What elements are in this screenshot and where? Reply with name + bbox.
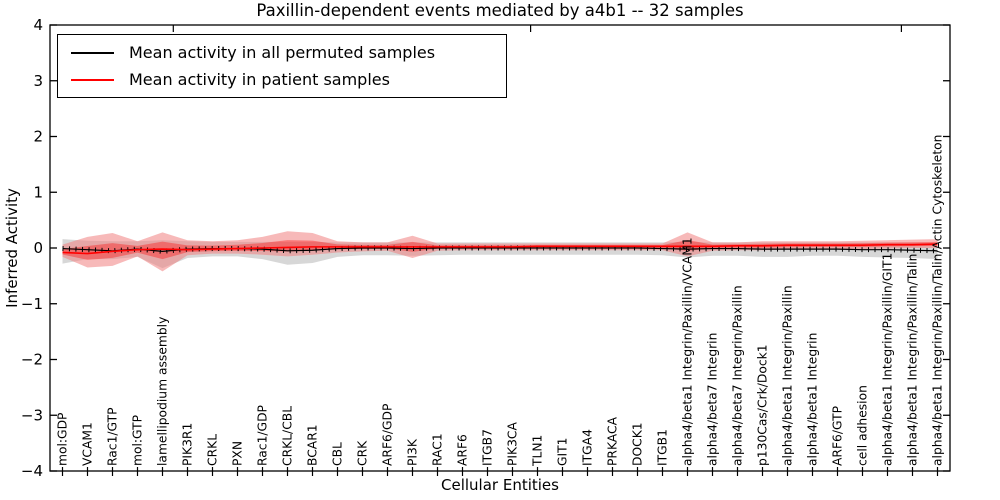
- patient-band-inner: [62, 240, 938, 260]
- x-tick-label: CRK: [356, 440, 370, 466]
- red-line-swatch: [71, 78, 114, 81]
- x-tick-label: TLN1: [531, 435, 545, 467]
- x-tick-label: alpha4/beta1 Integrin/Paxillin/VCAM1: [681, 237, 695, 466]
- x-tick-label: ITGB7: [481, 429, 495, 466]
- x-tick-label: PIK3CA: [506, 421, 520, 466]
- x-tick-label: alpha4/beta7 Integrin/Paxillin: [731, 285, 745, 466]
- legend-label-patient: Mean activity in patient samples: [129, 70, 390, 89]
- x-tick-label: PIK3R1: [181, 423, 195, 466]
- x-tick-label: p130Cas/Crk/Dock1: [756, 344, 770, 466]
- x-tick-label: VCAM1: [81, 422, 95, 466]
- y-tick-label: 2: [33, 128, 43, 146]
- legend-item-permuted: Mean activity in all permuted samples: [58, 39, 506, 66]
- y-tick-label: −3: [21, 406, 43, 424]
- x-tick-label: alpha4/beta1 Integrin/Paxillin: [781, 285, 795, 466]
- x-tick-label: lamellipodium assembly: [156, 317, 170, 466]
- y-axis-label: Inferred Activity: [3, 188, 21, 308]
- y-tick-label: 0: [33, 239, 43, 257]
- y-tick-label: −4: [21, 462, 43, 480]
- legend-label-permuted: Mean activity in all permuted samples: [129, 43, 436, 62]
- x-axis-label: Cellular Entities: [441, 476, 559, 494]
- x-tick-label: mol:GDP: [56, 413, 70, 466]
- y-tick-label: 1: [33, 183, 43, 201]
- x-tick-label: alpha4/beta1 Integrin/Paxillin/Talin: [906, 254, 920, 466]
- legend-item-patient: Mean activity in patient samples: [58, 66, 506, 93]
- x-tick-label: GIT1: [556, 438, 570, 467]
- x-tick-label: PRKACA: [606, 416, 620, 466]
- black-line-swatch: [71, 51, 114, 54]
- y-tick-label: 3: [33, 72, 43, 90]
- x-tick-label: PI3K: [406, 438, 420, 466]
- x-tick-label: ITGB1: [656, 429, 670, 466]
- x-tick-label: cell adhesion: [856, 385, 870, 466]
- x-tick-label: ARF6/GDP: [381, 404, 395, 466]
- x-tick-label: RAC1: [431, 433, 445, 466]
- x-tick-label: CBL: [331, 442, 345, 466]
- x-tick-label: DOCK1: [631, 422, 645, 466]
- y-tick-label: 4: [33, 16, 43, 34]
- x-tick-label: alpha4/beta1 Integrin/Paxillin/Talin/Act…: [931, 135, 945, 466]
- chart-title: Paxillin-dependent events mediated by a4…: [256, 1, 744, 20]
- x-tick-label: mol:GTP: [131, 415, 145, 466]
- x-tick-label: PXN: [231, 441, 245, 466]
- x-tick-label: ARF6/GTP: [831, 406, 845, 466]
- x-tick-label: ARF6: [456, 434, 470, 466]
- x-tick-label: BCAR1: [306, 424, 320, 466]
- x-tick-label: alpha4/beta1 Integrin/Paxillin/GIT1: [881, 253, 895, 466]
- x-tick-label: CRKL: [206, 434, 220, 466]
- y-tick-label: −1: [21, 295, 43, 313]
- x-tick-label: Rac1/GDP: [256, 405, 270, 466]
- x-tick-label: CRKL/CBL: [281, 406, 295, 466]
- patient-line: [62, 243, 938, 255]
- x-tick-label: ITGA4: [581, 429, 595, 466]
- x-tick-label: alpha4/beta7 Integrin: [706, 333, 720, 466]
- patient-band: [62, 231, 938, 272]
- x-tick-label: alpha4/beta1 Integrin: [806, 333, 820, 466]
- y-tick-label: −2: [21, 351, 43, 369]
- legend-box: Mean activity in all permuted samples Me…: [57, 34, 507, 98]
- x-tick-label: Rac1/GTP: [106, 407, 120, 466]
